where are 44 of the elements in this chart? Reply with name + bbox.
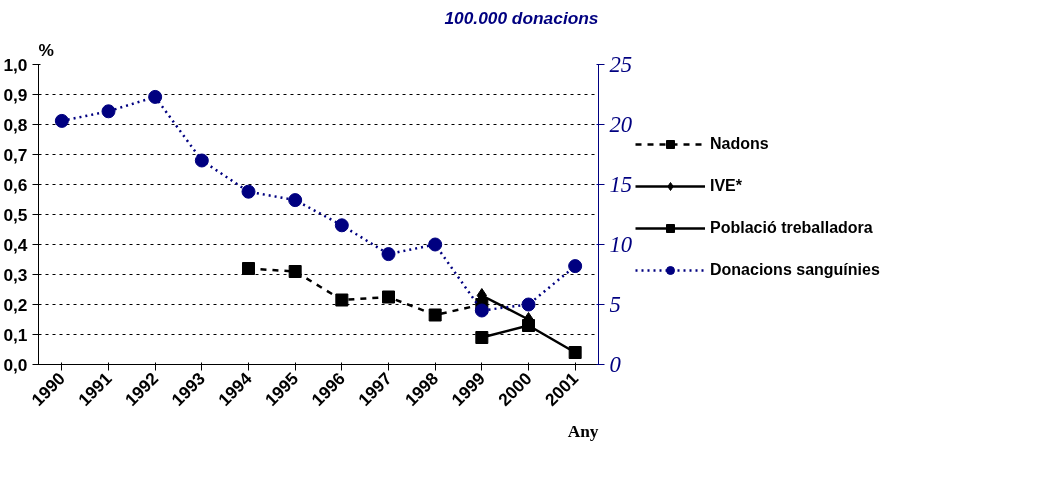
y-tick-label: 0,7	[3, 144, 28, 165]
y2-tick-label: 20	[609, 112, 633, 137]
point	[475, 331, 489, 344]
point	[335, 293, 349, 307]
point	[521, 297, 536, 312]
point	[382, 290, 395, 304]
point	[194, 153, 209, 168]
y-tick-label: 0,3	[3, 264, 28, 285]
y-tick-label: 0,1	[3, 324, 28, 345]
y-tick-label: 0,5	[3, 204, 28, 225]
point	[334, 218, 349, 233]
point	[241, 184, 256, 199]
legend-label: IVE*	[710, 176, 743, 195]
y-tick-label: 0,2	[3, 294, 28, 315]
y2-tick-label: 25	[609, 52, 633, 77]
point	[381, 247, 396, 262]
y2-axis-title: 100.000 donacions	[444, 7, 599, 28]
y-tick-label: 0,6	[3, 174, 28, 195]
point	[101, 104, 116, 119]
x-axis-title: Any	[567, 421, 599, 441]
point	[428, 237, 443, 252]
point	[288, 265, 302, 278]
point	[568, 259, 583, 274]
y-axis-title: %	[38, 39, 54, 60]
point	[522, 319, 535, 332]
y2-tick-label: 5	[609, 292, 621, 317]
point	[54, 113, 69, 128]
y2-tick-label: 10	[609, 232, 633, 257]
point	[288, 193, 303, 208]
legend-label: Població treballadora	[710, 218, 873, 237]
legend-label: Nadons	[710, 134, 769, 153]
point	[428, 308, 442, 322]
y-tick-label: 1,0	[3, 54, 28, 75]
point	[242, 262, 255, 275]
y-tick-label: 0,4	[3, 234, 28, 255]
point	[568, 346, 582, 359]
y-tick-label: 0,9	[3, 84, 28, 105]
point	[148, 89, 163, 104]
y-tick-label: 0,0	[3, 354, 28, 375]
y-tick-label: 0,8	[3, 114, 28, 135]
y2-tick-label: 0	[609, 352, 622, 377]
legend-label: Donacions sanguínies	[710, 260, 880, 279]
y2-tick-label: 15	[609, 172, 633, 197]
point	[474, 303, 489, 318]
